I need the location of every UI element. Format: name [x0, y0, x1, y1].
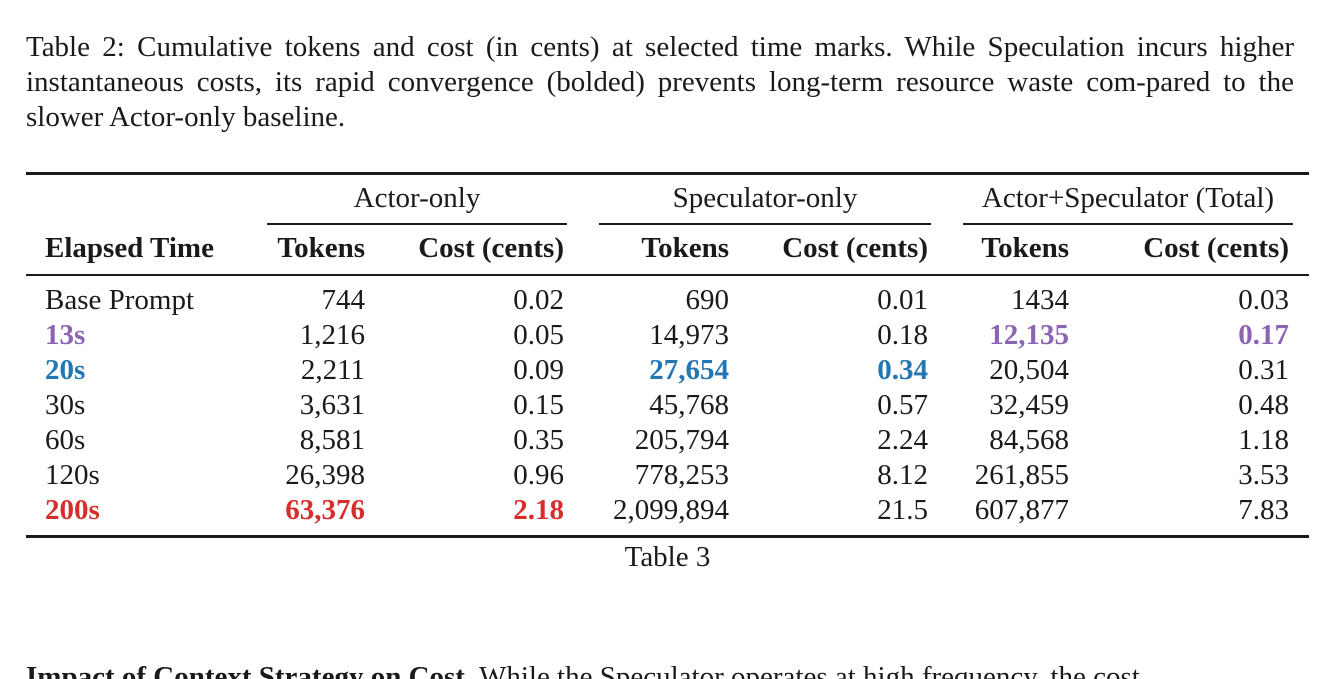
table-cell: 0.96: [513, 459, 564, 491]
table-cell: 20,504: [989, 354, 1069, 386]
table-cell: 0.01: [877, 284, 928, 316]
table-cell: 0.31: [1238, 354, 1289, 386]
table-cell: 0.57: [877, 389, 928, 421]
table-cell: 14,973: [649, 319, 729, 351]
table-cell: 8.12: [877, 459, 928, 491]
row-label: 60s: [45, 424, 86, 456]
row-label: 120s: [45, 459, 100, 491]
table-cell: 21.5: [877, 494, 928, 526]
table-cell: 690: [685, 284, 730, 316]
table-cell: 26,398: [285, 459, 365, 491]
column-header-actor-tokens: Tokens: [277, 232, 365, 264]
table-cell-highlight: 27,654: [649, 354, 729, 386]
table-top-rule: [26, 172, 1309, 175]
column-header-total-tokens: Tokens: [981, 232, 1069, 264]
table-cell: 1434: [1011, 284, 1069, 316]
table-cell-highlight: 63,376: [285, 494, 365, 526]
table-cell: 3,631: [299, 389, 365, 421]
group-rule-total: [963, 223, 1293, 225]
table-cell: 0.15: [513, 389, 564, 421]
table-cell: 0.48: [1238, 389, 1289, 421]
table-cell: 8,581: [299, 424, 365, 456]
table-cell: 0.03: [1238, 284, 1289, 316]
table-cell: 0.35: [513, 424, 564, 456]
paragraph-text: While the Speculator operates at high fr…: [478, 661, 1140, 679]
table-cell: 32,459: [989, 389, 1069, 421]
table-label: Table 3: [624, 541, 711, 573]
table-cell: 2.24: [877, 424, 928, 456]
table-cell: 205,794: [634, 424, 729, 456]
row-label: 30s: [45, 389, 86, 421]
table-cell: 2,211: [300, 354, 365, 386]
row-label: 200s: [45, 494, 100, 526]
table-header-rule: [26, 274, 1309, 276]
table-cell: 1,216: [299, 319, 365, 351]
table-cell: 1.18: [1238, 424, 1289, 456]
table-cell: 261,855: [974, 459, 1069, 491]
table-cell: 7.83: [1238, 494, 1289, 526]
table-cell: 0.05: [513, 319, 564, 351]
group-header-speculator-only: Speculator-only: [672, 182, 858, 214]
table-cell: 744: [321, 284, 366, 316]
column-header-speculator-tokens: Tokens: [641, 232, 729, 264]
table-cell: 778,253: [634, 459, 729, 491]
table-cell: 0.18: [877, 319, 928, 351]
column-header-speculator-cost: Cost (cents): [782, 232, 928, 264]
row-label: Base Prompt: [45, 284, 195, 316]
row-label: 13s: [45, 319, 86, 351]
group-rule-actor-only: [267, 223, 567, 225]
table-caption: Table 2: Cumulative tokens and cost (in …: [26, 31, 1294, 133]
table-cell: 3.53: [1238, 459, 1289, 491]
group-header-actor-only: Actor-only: [353, 182, 481, 214]
table-cell: 45,768: [649, 389, 729, 421]
column-header-elapsed-time: Elapsed Time: [45, 232, 214, 264]
table-cell-highlight: 2.18: [513, 494, 564, 526]
next-paragraph: Impact of Context Strategy on Cost. Whil…: [26, 660, 1294, 679]
table-cell-highlight: 0.17: [1238, 319, 1289, 351]
table-cell-highlight: 0.34: [877, 354, 928, 386]
table-bottom-rule: [26, 535, 1309, 538]
group-header-actor-speculator-total: Actor+Speculator (Total): [981, 182, 1275, 214]
table-cell: 0.09: [513, 354, 564, 386]
column-header-actor-cost: Cost (cents): [418, 232, 564, 264]
row-label: 20s: [45, 354, 86, 386]
column-header-total-cost: Cost (cents): [1143, 232, 1289, 264]
table-cell: 607,877: [974, 494, 1069, 526]
paragraph-lead: Impact of Context Strategy on Cost.: [26, 661, 473, 679]
group-rule-speculator-only: [599, 223, 931, 225]
table-cell: 84,568: [989, 424, 1069, 456]
table-cell-highlight: 12,135: [989, 319, 1069, 351]
table-cell: 2,099,894: [613, 494, 729, 526]
table-cell: 0.02: [513, 284, 564, 316]
